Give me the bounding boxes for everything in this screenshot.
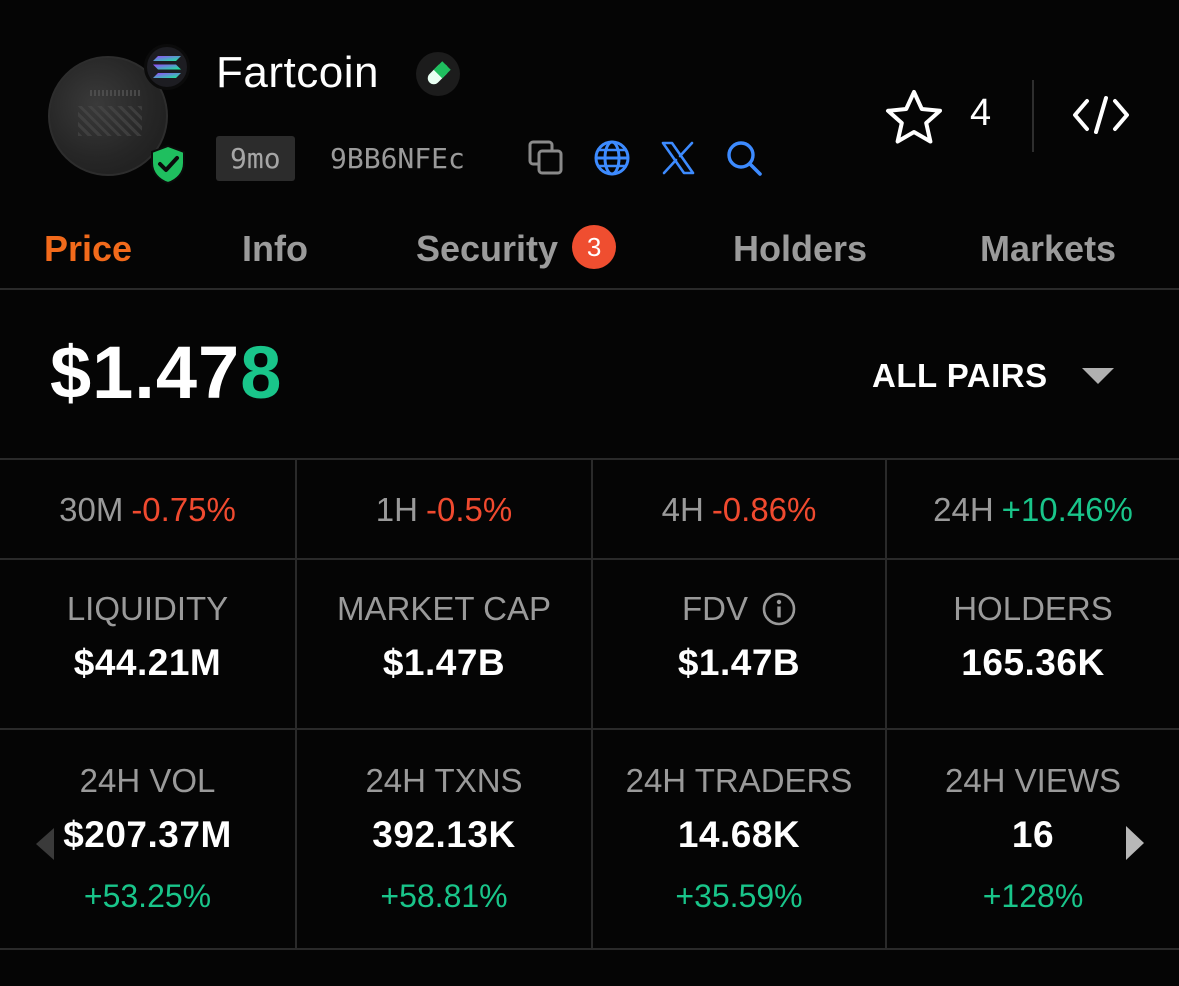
stat-change: +35.59%: [675, 878, 803, 914]
token-age-badge: 9mo: [216, 136, 295, 181]
stat-label: FDV: [682, 590, 748, 627]
price-row: $1.478 ALL PAIRS: [0, 292, 1179, 460]
header-divider: [1032, 80, 1034, 152]
stat-value: $207.37M: [63, 814, 232, 855]
price-change-row: 30M -0.75% 1H -0.5% 4H -0.86% 24H +10.46…: [0, 460, 1179, 560]
change-value: +10.46%: [1001, 491, 1133, 528]
stat-value: $1.47B: [382, 642, 506, 683]
tab-markets[interactable]: Markets: [980, 228, 1117, 269]
stat-change: +58.81%: [380, 878, 508, 914]
stats-row-1: LIQUIDITY $44.21M MARKET CAP $1.47B FDV …: [0, 560, 1179, 730]
token-header: Fartcoin 9mo 9BB6NFEc: [0, 0, 1179, 210]
token-address[interactable]: 9BB6NFEc: [330, 142, 465, 175]
change-1h[interactable]: 1H -0.5%: [297, 460, 593, 560]
pairs-dropdown[interactable]: ALL PAIRS: [872, 356, 1114, 396]
stat-24h-views: 24H VIEWS 16 +128%: [887, 730, 1179, 948]
stat-change: +53.25%: [83, 878, 212, 914]
security-alert-badge: 3: [572, 225, 617, 270]
stat-value: $1.47B: [677, 642, 801, 683]
search-icon[interactable]: [722, 136, 766, 180]
change-period: 4H: [661, 491, 704, 528]
stat-value: 16: [1011, 814, 1055, 855]
stat-value: 165.36K: [961, 642, 1105, 683]
stat-fdv: FDV $1.47B: [593, 560, 887, 728]
stat-label: 24H VIEWS: [944, 762, 1122, 799]
x-twitter-icon[interactable]: [656, 136, 700, 180]
stat-24h-volume: 24H VOL $207.37M +53.25%: [0, 730, 297, 948]
token-name: Fartcoin: [216, 48, 379, 97]
stat-label: HOLDERS: [953, 590, 1113, 627]
scroll-left-arrow-icon[interactable]: [36, 828, 54, 860]
scroll-right-arrow-icon[interactable]: [1126, 826, 1144, 860]
stat-liquidity: LIQUIDITY $44.21M: [0, 560, 297, 728]
copy-icon[interactable]: [524, 136, 568, 180]
tab-price[interactable]: Price: [44, 228, 133, 269]
embed-code-icon[interactable]: [1068, 90, 1134, 140]
tab-security[interactable]: Security 3: [416, 225, 617, 273]
price-last-digit: 8: [240, 331, 283, 414]
stat-value: 14.68K: [677, 814, 801, 855]
token-tabs: Price Info Security 3 Holders Markets: [0, 214, 1179, 290]
token-avatar-wrap: [48, 44, 190, 185]
tab-security-label: Security: [416, 228, 559, 269]
stats-row-2: 24H VOL $207.37M +53.25% 24H TXNS 392.13…: [0, 730, 1179, 950]
stat-24h-txns: 24H TXNS 392.13K +58.81%: [297, 730, 593, 948]
tab-info[interactable]: Info: [242, 228, 308, 269]
stat-value: $44.21M: [73, 642, 222, 683]
change-4h[interactable]: 4H -0.86%: [593, 460, 887, 560]
tab-holders[interactable]: Holders: [733, 228, 868, 269]
stat-label: LIQUIDITY: [66, 590, 229, 627]
stat-label-wrap: FDV: [682, 590, 796, 628]
change-30m[interactable]: 30M -0.75%: [0, 460, 297, 560]
stat-label: 24H TRADERS: [625, 762, 853, 799]
change-value: -0.86%: [711, 491, 817, 528]
pairs-dropdown-label: ALL PAIRS: [872, 357, 1048, 394]
stat-label: 24H TXNS: [365, 762, 523, 799]
stat-label: MARKET CAP: [337, 590, 551, 627]
solana-chain-icon: [144, 44, 190, 90]
website-globe-icon[interactable]: [590, 136, 634, 180]
watch-count: 4: [970, 92, 992, 134]
info-icon[interactable]: [762, 592, 796, 626]
token-price: $1.478: [50, 330, 282, 415]
stat-holders: HOLDERS 165.36K: [887, 560, 1179, 728]
stat-24h-traders: 24H TRADERS 14.68K +35.59%: [593, 730, 887, 948]
change-value: -0.5%: [425, 491, 513, 528]
change-value: -0.75%: [131, 491, 236, 528]
verified-shield-icon: [148, 144, 188, 185]
watchlist-star-icon[interactable]: [882, 86, 946, 150]
stat-market-cap: MARKET CAP $1.47B: [297, 560, 593, 728]
stat-label: 24H VOL: [79, 762, 216, 799]
price-main: $1.47: [50, 331, 241, 414]
pill-icon: [416, 52, 460, 96]
stat-change: +128%: [982, 878, 1084, 914]
change-period: 1H: [375, 491, 418, 528]
caret-down-icon: [1081, 368, 1114, 384]
change-24h[interactable]: 24H +10.46%: [887, 460, 1179, 560]
change-period: 30M: [59, 491, 124, 528]
change-period: 24H: [933, 491, 994, 528]
stat-value: 392.13K: [372, 814, 516, 855]
